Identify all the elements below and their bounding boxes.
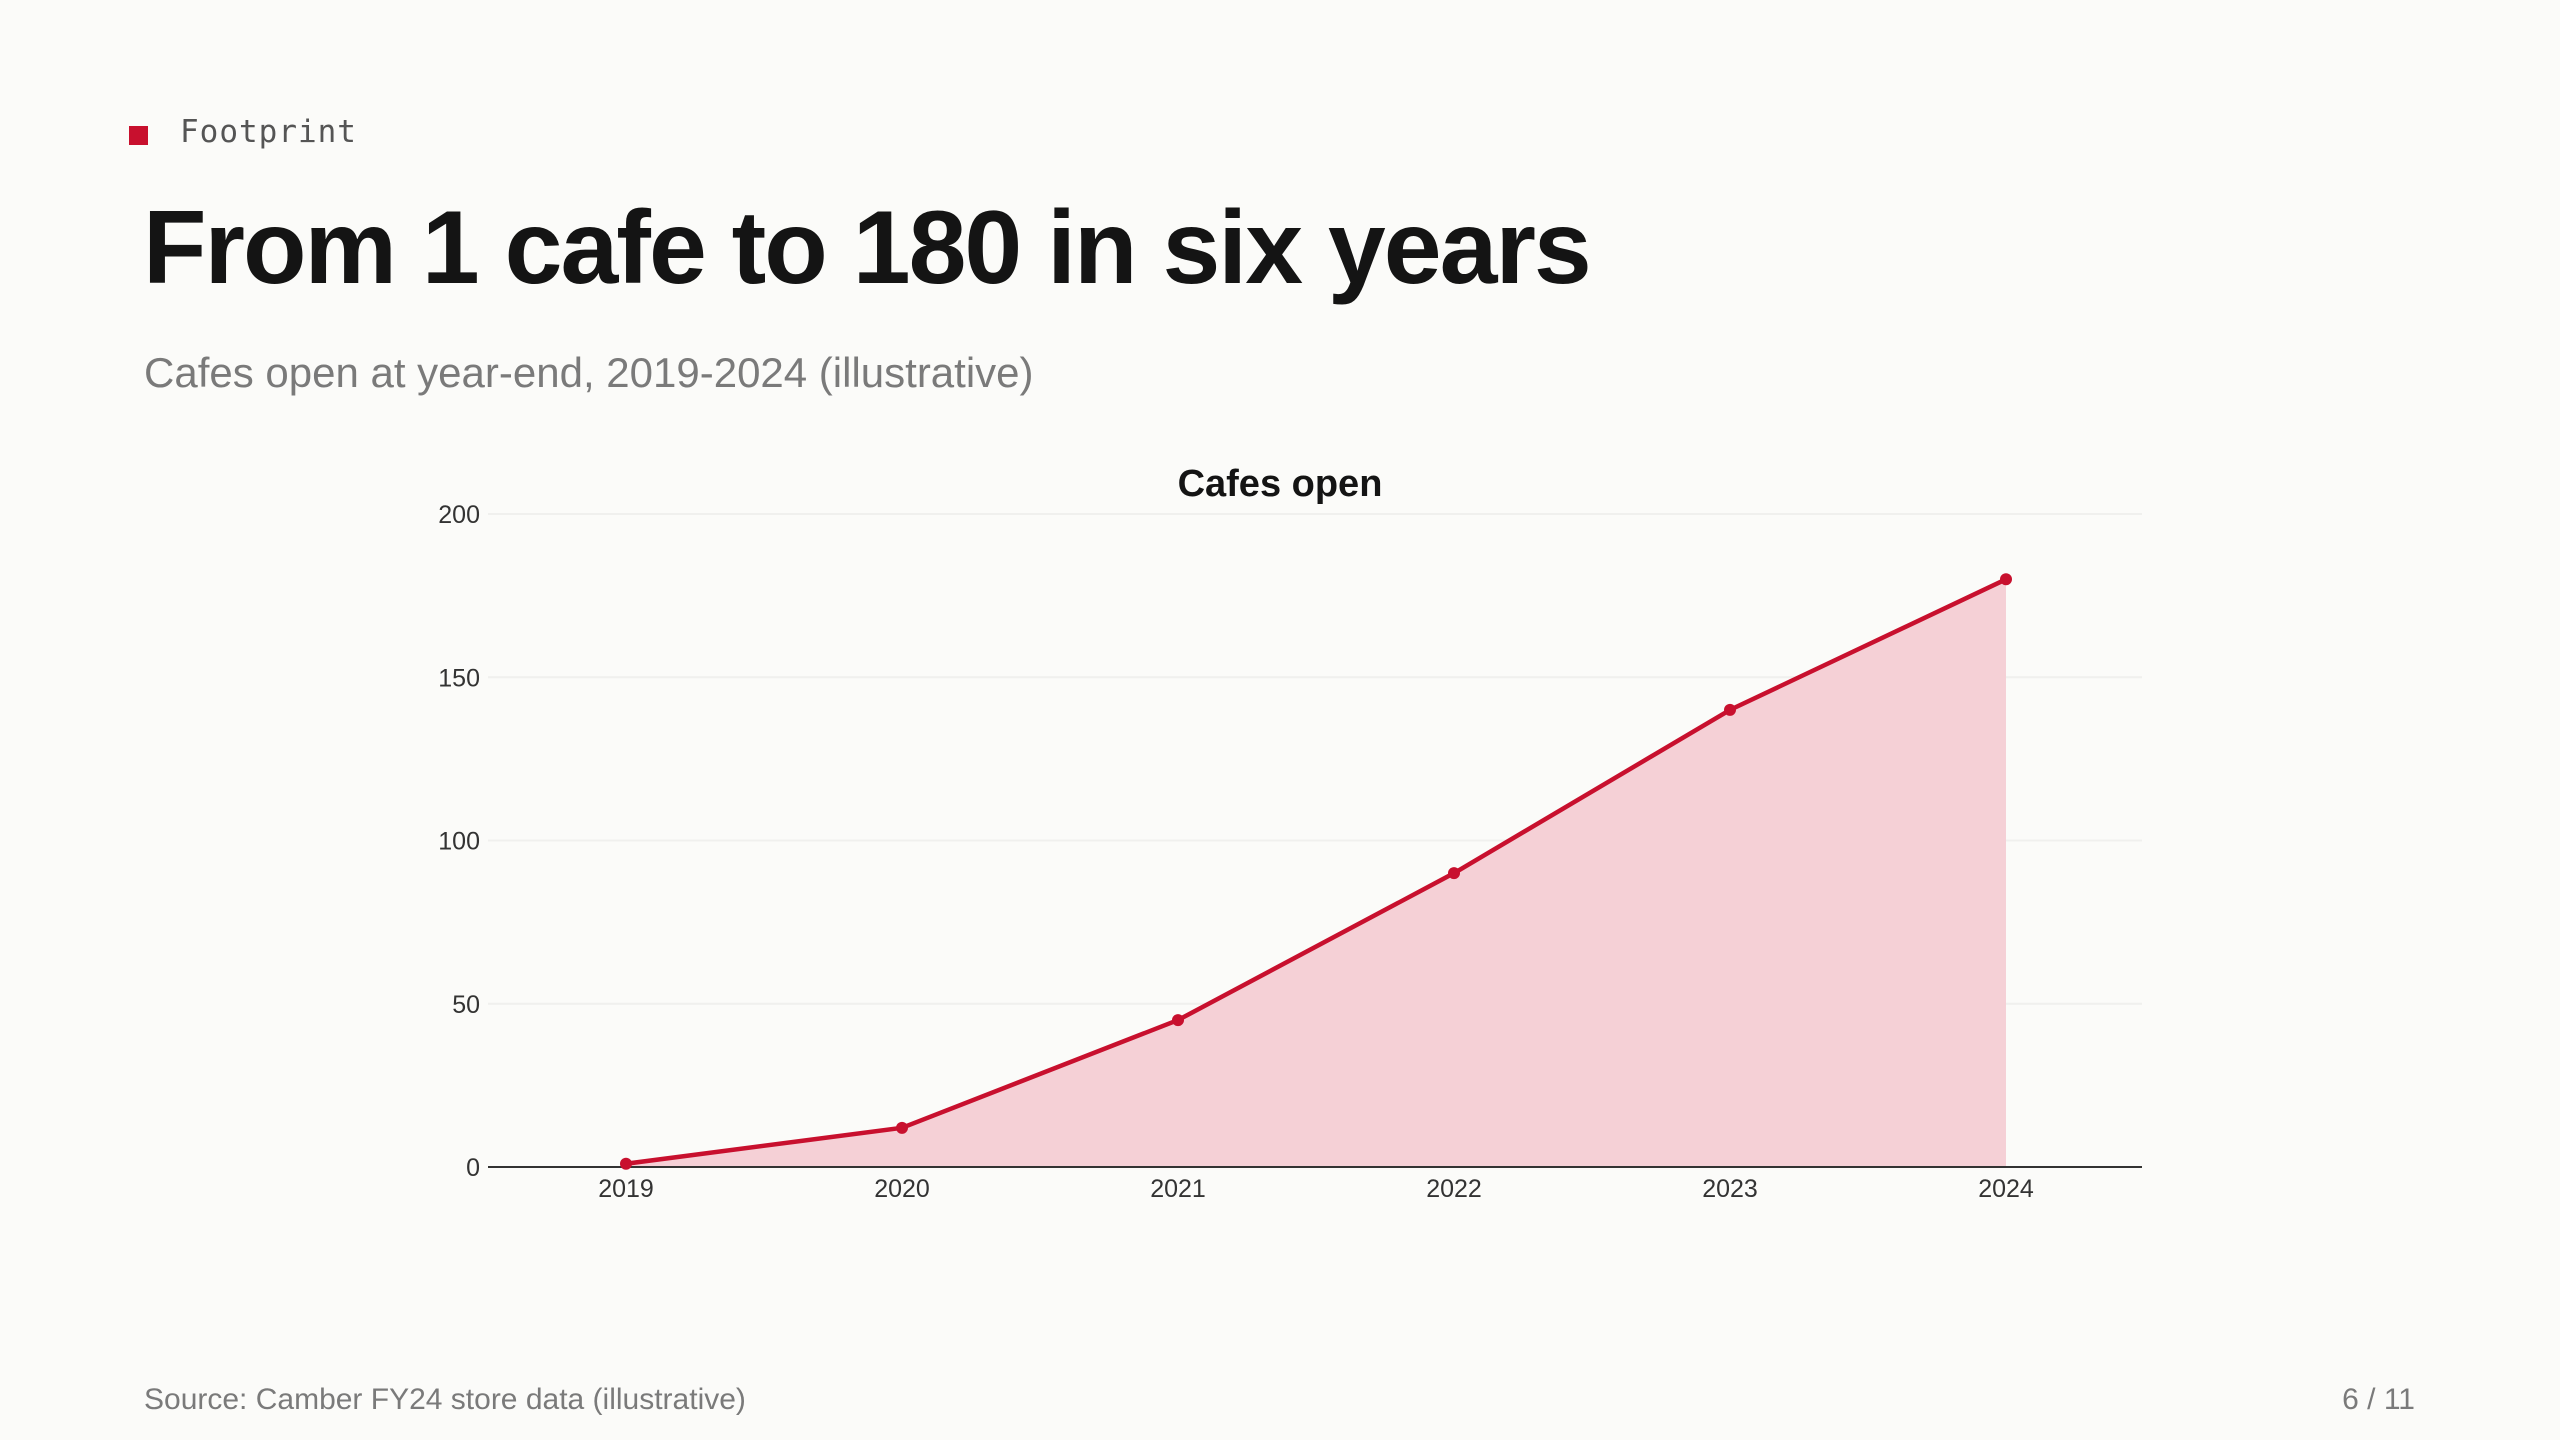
- x-tick-label-2023: 2023: [1702, 1175, 1758, 1203]
- source-note: Source: Camber FY24 store data (illustra…: [144, 1383, 746, 1416]
- chart-title: Cafes open: [1178, 463, 1383, 505]
- y-tick-label-200: 200: [438, 501, 480, 529]
- data-point-2024: [2000, 573, 2012, 586]
- label-layer: Cafes open 0 50 100 150 200 2019 2020 2021 2022 2…: [438, 463, 2034, 1203]
- eyebrow: Footprint: [129, 112, 357, 152]
- data-point-2021: [1172, 1014, 1184, 1027]
- y-tick-label-100: 100: [438, 828, 480, 856]
- x-tick-label-2019: 2019: [598, 1175, 654, 1203]
- page-indicator: 6 / 11: [2342, 1383, 2415, 1416]
- page-subtitle: Cafes open at year-end, 2019-2024 (illus…: [144, 349, 1034, 396]
- area-layer: [626, 579, 2006, 1167]
- x-tick-label-2021: 2021: [1150, 1175, 1206, 1203]
- page-title: From 1 cafe to 180 in six years: [143, 190, 1592, 306]
- y-tick-label-150: 150: [438, 664, 480, 692]
- line-layer: [623, 577, 2009, 1166]
- data-point-2022: [1448, 867, 1460, 880]
- eyebrow-square-icon: [129, 125, 148, 145]
- area-fill: [626, 579, 2006, 1167]
- data-point-2020: [896, 1121, 908, 1134]
- y-tick-label-0: 0: [466, 1154, 480, 1182]
- x-tick-label-2020: 2020: [874, 1175, 930, 1203]
- series-line: [623, 577, 2009, 1166]
- x-tick-label-2022: 2022: [1426, 1175, 1482, 1203]
- y-tick-label-50: 50: [452, 991, 480, 1019]
- point-layer: [620, 573, 2012, 1170]
- data-point-2019: [620, 1157, 632, 1170]
- x-tick-label-2024: 2024: [1978, 1175, 2034, 1203]
- data-point-2023: [1724, 703, 1736, 716]
- eyebrow-label: Footprint: [180, 114, 357, 150]
